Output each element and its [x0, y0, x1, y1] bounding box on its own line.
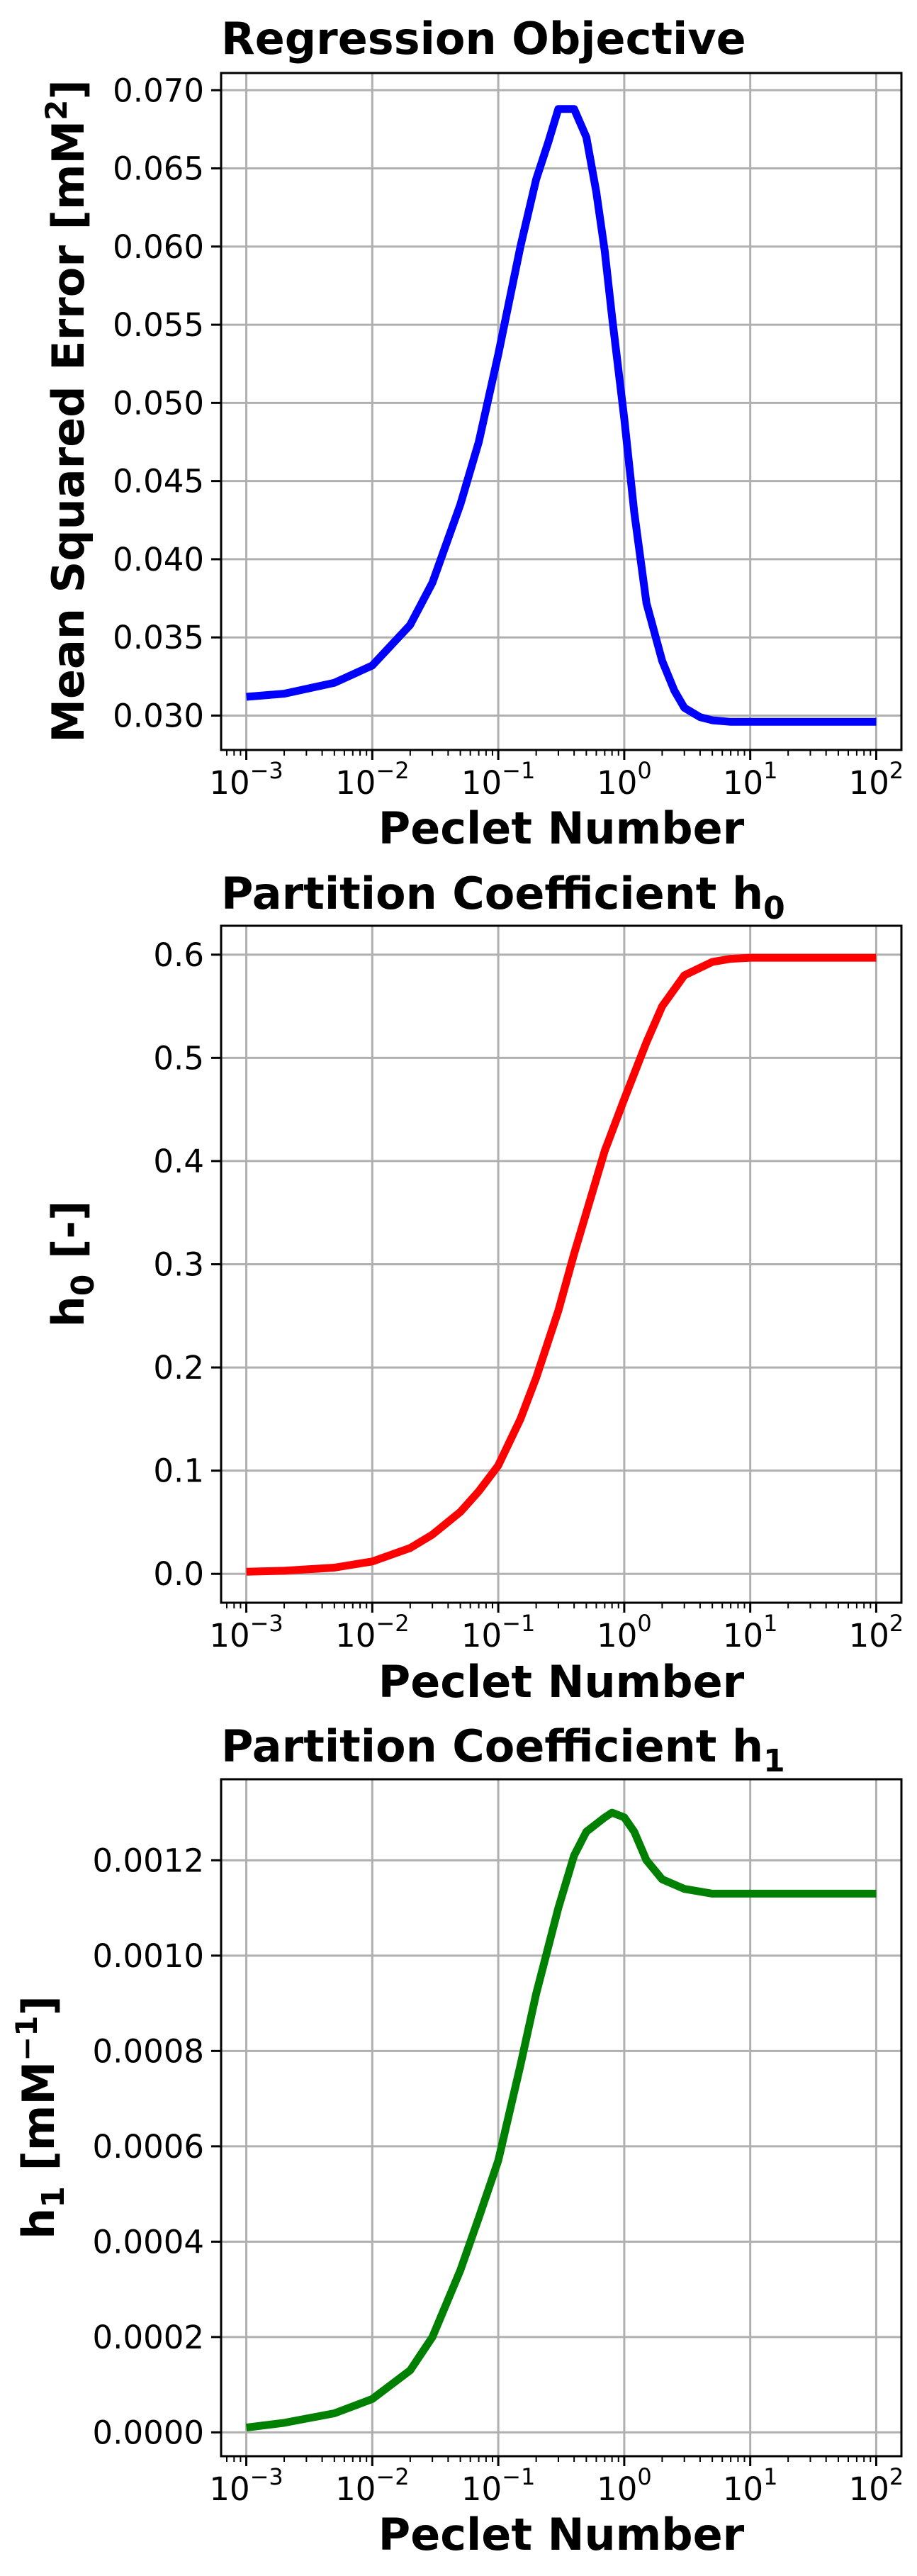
- series-layer: [246, 953, 877, 1576]
- y-tick-label: 0.3: [153, 1246, 204, 1284]
- y-tick-label: 0.0010: [93, 1937, 204, 1975]
- y-tick-label: 0.5: [153, 1039, 204, 1077]
- chart-title: Partition Coefficient h0: [221, 868, 785, 926]
- y-tick-label: 0.6: [153, 936, 204, 974]
- series-line: [245, 1808, 877, 2432]
- series-layer: [246, 105, 877, 726]
- x-axis-label: Peclet Number: [378, 1656, 745, 1708]
- y-tick-label: 0.4: [153, 1143, 204, 1180]
- y-tick-label: 0.035: [113, 619, 204, 656]
- x-tick-label: 102: [849, 757, 904, 802]
- x-tick-label: 10−3: [209, 1610, 283, 1654]
- plot-area: [220, 1778, 903, 2458]
- y-tick-label: 0.055: [113, 306, 204, 344]
- chart-regression-objective: Regression Objective 10−3 10−2 10−1 100 101 1…: [39, 13, 904, 854]
- x-tick-label: 10−1: [461, 757, 535, 802]
- y-tick-label: 0.0012: [93, 1842, 204, 1879]
- y-tick-label: 0.0004: [93, 2223, 204, 2261]
- x-tick-label: 10−2: [335, 1610, 409, 1654]
- x-tick-label: 101: [723, 2463, 778, 2508]
- chart-partition-coefficient-h1: Partition Coefficient h1 10−3 10−2 10−1 100…: [9, 1720, 904, 2560]
- y-tick-label: 0.0000: [93, 2414, 204, 2451]
- y-tick-label: 0.050: [113, 384, 204, 422]
- x-tick-label: 102: [849, 2463, 904, 2508]
- y-tick-label: 0.070: [113, 72, 204, 109]
- x-tick-label: 10−1: [461, 1610, 535, 1654]
- y-tick-label: 0.065: [113, 150, 204, 188]
- y-tick-label: 0.0006: [93, 2128, 204, 2166]
- y-tick-label: 0.0002: [93, 2319, 204, 2356]
- y-axis-label: h1 [mM−1]: [9, 1995, 72, 2239]
- x-tick-label: 100: [597, 2463, 652, 2508]
- x-tick-label: 102: [849, 1610, 904, 1654]
- y-tick-label: 0.0008: [93, 2032, 204, 2070]
- x-tick-label: 101: [723, 757, 778, 802]
- grid: [221, 926, 901, 1603]
- x-tick-label: 100: [597, 757, 652, 802]
- y-tick-label: 0.040: [113, 541, 204, 578]
- x-tick-label: 10−3: [209, 757, 283, 802]
- ticks: 10−3 10−2 10−1 100 101 102 0.0 0.1 0.2 0.3 0.4 0.5 0…: [153, 936, 904, 1654]
- x-tick-label: 100: [597, 1610, 652, 1654]
- y-tick-label: 0.060: [113, 228, 204, 266]
- series-line: [246, 953, 877, 1576]
- y-tick-label: 0.045: [113, 463, 204, 500]
- x-tick-label: 101: [723, 1610, 778, 1654]
- x-tick-label: 10−1: [461, 2463, 535, 2508]
- y-tick-label: 0.030: [113, 697, 204, 734]
- y-tick-label: 0.0: [153, 1555, 204, 1593]
- series-layer: [245, 1808, 877, 2432]
- y-tick-label: 0.2: [153, 1349, 204, 1387]
- series-line: [246, 105, 877, 726]
- x-tick-label: 10−3: [209, 2463, 283, 2508]
- chart-title: Regression Objective: [221, 13, 746, 65]
- x-tick-label: 10−2: [335, 757, 409, 802]
- x-axis-label: Peclet Number: [378, 802, 745, 854]
- chart-title: Partition Coefficient h1: [221, 1720, 785, 1779]
- x-axis-label: Peclet Number: [378, 2509, 745, 2560]
- y-axis-label: h0 [-]: [43, 1201, 101, 1328]
- grid: [221, 73, 901, 750]
- y-axis-label: Mean Squared Error [mM2]: [39, 79, 94, 742]
- y-tick-label: 0.1: [153, 1452, 204, 1490]
- ticks: 10−3 10−2 10−1 100 101 102 0.030 0.035 0.040 0.04…: [113, 72, 904, 802]
- plot-area: [220, 72, 903, 751]
- chart-partition-coefficient-h0: Partition Coefficient h0 10−3 10−2 10−1 100…: [43, 868, 904, 1708]
- grid: [221, 1779, 901, 2456]
- x-tick-label: 10−2: [335, 2463, 409, 2508]
- ticks: 10−3 10−2 10−1 100 101 102 0.0000 0.0002 0.0004 0…: [93, 1842, 904, 2508]
